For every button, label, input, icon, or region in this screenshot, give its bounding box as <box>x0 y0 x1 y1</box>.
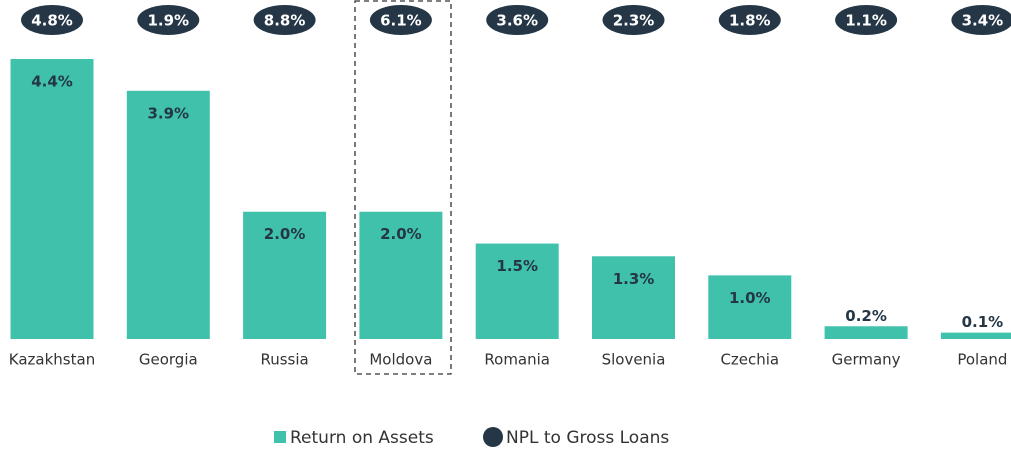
legend-swatch <box>483 427 503 447</box>
value-label: 1.0% <box>729 289 771 307</box>
highlight-box <box>354 0 452 375</box>
npl-marker <box>718 5 781 35</box>
npl-label: 3.4% <box>962 12 1004 30</box>
npl-label: 4.8% <box>31 12 73 30</box>
bar <box>940 332 1011 339</box>
npl-label: 1.8% <box>729 12 771 30</box>
x-tick-label: Georgia <box>139 351 198 369</box>
value-label: 2.0% <box>264 225 306 243</box>
bar <box>592 256 675 339</box>
x-tick-label: Czechia <box>720 351 779 369</box>
x-tick-label: Russia <box>260 351 308 369</box>
npl-marker <box>137 5 200 35</box>
value-label: 2.0% <box>380 225 422 243</box>
x-tick-label: Poland <box>957 351 1007 369</box>
npl-label: 8.8% <box>264 12 306 30</box>
npl-marker <box>602 5 665 35</box>
value-label: 3.9% <box>147 104 189 122</box>
npl-label: 3.6% <box>496 12 538 30</box>
npl-label: 2.3% <box>613 12 655 30</box>
bar <box>475 243 559 339</box>
bar <box>243 211 327 339</box>
x-tick-label: Moldova <box>369 351 432 369</box>
legend-swatch <box>274 431 286 443</box>
npl-marker <box>951 5 1011 35</box>
x-tick-label: Slovenia <box>602 351 666 369</box>
bar <box>359 211 443 339</box>
legend-label: NPL to Gross Loans <box>506 428 669 448</box>
npl-marker <box>369 5 432 35</box>
x-tick-label: Romania <box>484 351 550 369</box>
npl-marker <box>835 5 898 35</box>
npl-label: 1.9% <box>147 12 189 30</box>
npl-label: 1.1% <box>845 12 887 30</box>
npl-label: 6.1% <box>380 12 422 30</box>
value-label: 1.3% <box>613 270 655 288</box>
npl-marker <box>253 5 316 35</box>
value-label: 0.1% <box>962 313 1004 331</box>
value-label: 1.5% <box>496 257 538 275</box>
value-label: 4.4% <box>31 73 73 91</box>
bar <box>824 326 908 339</box>
bar <box>10 59 94 339</box>
legend-label: Return on Assets <box>290 428 434 448</box>
value-label: 0.2% <box>845 307 887 325</box>
x-tick-label: Kazakhstan <box>9 351 95 369</box>
npl-marker <box>21 5 83 35</box>
bar <box>126 90 210 340</box>
bar <box>708 275 792 339</box>
npl-marker <box>486 5 549 35</box>
x-tick-label: Germany <box>832 351 901 369</box>
